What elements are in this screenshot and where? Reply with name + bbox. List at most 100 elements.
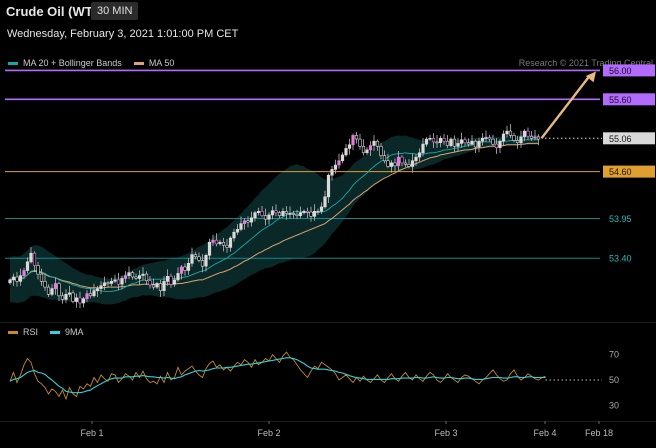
candle-body xyxy=(358,138,362,147)
legend-ma20-label: MA 20 + Bollinger Bands xyxy=(23,58,122,68)
candle-body xyxy=(379,146,383,157)
candle-body xyxy=(519,136,523,143)
candle xyxy=(8,278,12,285)
candle xyxy=(316,208,320,215)
candle xyxy=(235,224,240,235)
candle xyxy=(148,276,152,289)
candle xyxy=(407,159,411,169)
rsi-tick-label: 70 xyxy=(609,350,619,360)
candle-body xyxy=(354,135,359,140)
candle xyxy=(106,281,110,287)
candle xyxy=(78,291,82,309)
candle-body xyxy=(470,140,474,145)
candle-body xyxy=(526,130,530,137)
candle xyxy=(459,132,464,148)
candle xyxy=(393,158,397,172)
candle-body xyxy=(127,272,131,276)
candle xyxy=(519,130,523,148)
candle xyxy=(81,296,86,308)
candle xyxy=(64,289,68,303)
candle xyxy=(11,273,16,286)
candle xyxy=(116,272,121,291)
candle xyxy=(99,281,103,294)
candle-body xyxy=(260,211,264,216)
candle xyxy=(165,269,170,286)
level-tag-56-00 xyxy=(603,64,655,77)
candle xyxy=(256,207,261,216)
candle xyxy=(232,228,236,242)
candle-body xyxy=(424,138,429,145)
candle xyxy=(127,266,131,280)
candle xyxy=(354,131,359,144)
legend-ma20: MA 20 + Bollinger Bands xyxy=(8,58,122,68)
timeframe-button[interactable]: 30 MIN xyxy=(91,2,139,20)
candle-body xyxy=(253,212,257,219)
candle-body xyxy=(130,272,135,278)
candle-body xyxy=(463,139,467,144)
candle-body xyxy=(134,276,138,279)
candle-body xyxy=(487,137,492,140)
candle xyxy=(225,239,229,253)
candle-body xyxy=(393,162,397,167)
candle-body xyxy=(137,275,142,279)
candle-body xyxy=(277,212,282,216)
candle xyxy=(102,276,107,291)
candle xyxy=(442,133,446,145)
rsi-pane: 70 50 30 xyxy=(9,350,619,410)
candle xyxy=(186,258,191,275)
candle-body xyxy=(8,279,12,284)
candle xyxy=(120,275,124,290)
candle-body xyxy=(480,138,485,142)
rsi-tick-label: 30 xyxy=(609,400,619,410)
x-tick-label: Feb 18 xyxy=(585,428,613,438)
candle-body xyxy=(85,293,89,300)
candle xyxy=(155,281,159,289)
candle xyxy=(347,138,352,155)
candle xyxy=(533,129,537,141)
candle xyxy=(60,292,65,304)
candle xyxy=(435,134,439,148)
candles xyxy=(8,124,541,309)
candle xyxy=(477,137,481,153)
candle-body xyxy=(333,164,338,170)
candle-body xyxy=(197,256,201,261)
candle xyxy=(141,267,145,281)
level-label-56-00: 56.00 xyxy=(609,66,632,76)
ma50-swatch xyxy=(133,61,144,65)
candle xyxy=(536,134,541,146)
candle xyxy=(43,274,47,291)
candle xyxy=(32,251,37,272)
candle-body xyxy=(323,196,327,208)
candle xyxy=(270,206,275,220)
candle-body xyxy=(50,288,54,295)
candle-body xyxy=(501,133,506,142)
ma50-line xyxy=(9,142,539,289)
candle-body xyxy=(396,156,401,167)
projection-arrow-head xyxy=(585,71,596,83)
candle-body xyxy=(536,136,541,140)
candle-body xyxy=(375,140,380,147)
candle-body xyxy=(179,266,184,274)
candle-body xyxy=(512,135,516,141)
candle xyxy=(85,290,89,303)
candle xyxy=(333,159,338,174)
candle xyxy=(288,206,292,219)
candle-body xyxy=(256,211,261,214)
legend-rsi: RSI xyxy=(8,327,38,337)
x-tick-label: Feb 1 xyxy=(80,428,103,438)
candle-body xyxy=(207,242,212,256)
candle-body xyxy=(235,229,240,233)
candle-body xyxy=(386,160,390,167)
candle-body xyxy=(431,138,436,143)
candle-body xyxy=(305,211,310,213)
candle xyxy=(340,152,345,164)
candle-body xyxy=(337,160,341,166)
candle xyxy=(498,139,502,153)
candle-body xyxy=(18,275,23,282)
candle xyxy=(309,206,313,222)
legend-rsi-label: RSI xyxy=(23,327,39,337)
ma20-swatch xyxy=(8,61,18,65)
candle xyxy=(424,137,429,147)
candle-body xyxy=(67,292,72,295)
